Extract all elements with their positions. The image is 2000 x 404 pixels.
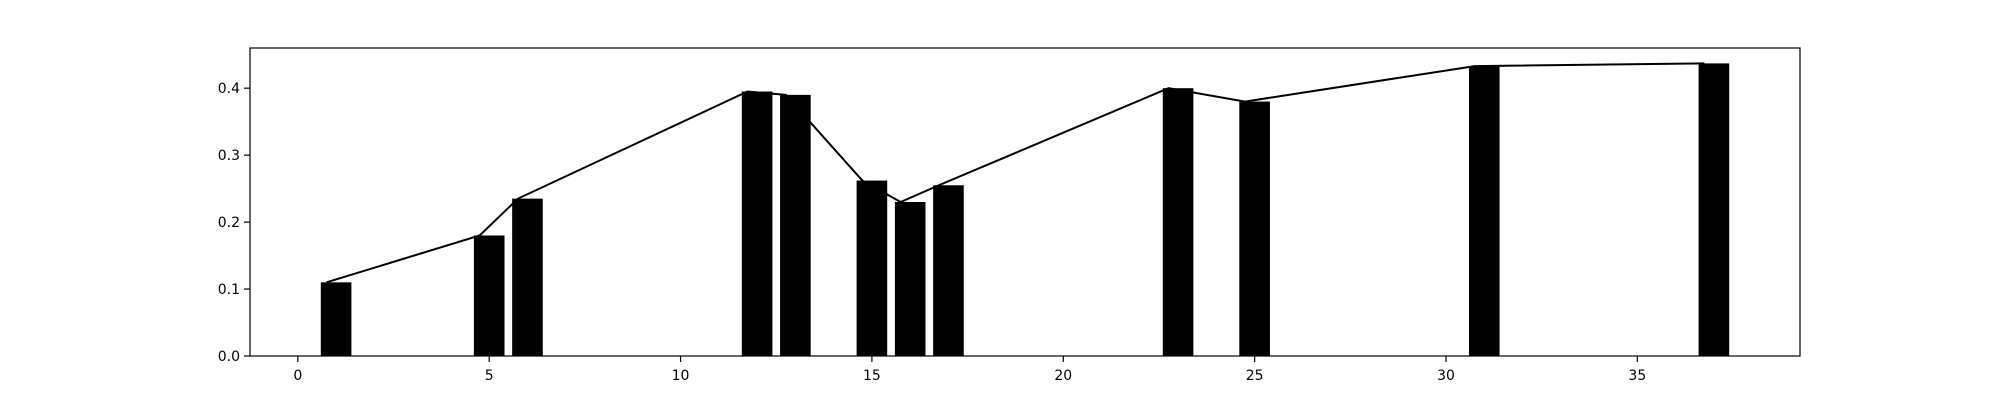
- bar: [321, 282, 352, 356]
- y-tick-label: 0.3: [218, 148, 240, 164]
- bar: [742, 92, 773, 356]
- x-tick-label: 0: [293, 368, 302, 384]
- bar: [1469, 66, 1500, 356]
- y-axis: 0.0 0.1 0.2 0.3 0.4: [218, 81, 250, 365]
- bar: [1239, 102, 1270, 356]
- bar: [857, 181, 888, 356]
- x-tick-label: 25: [1246, 368, 1264, 384]
- x-tick-label: 5: [485, 368, 494, 384]
- bar: [780, 95, 811, 356]
- x-tick-label: 20: [1054, 368, 1072, 384]
- bar: [1699, 63, 1730, 356]
- bar: [1163, 88, 1194, 356]
- plot-area: [250, 48, 1800, 356]
- bar: [512, 199, 543, 356]
- y-tick-label: 0.1: [218, 282, 240, 298]
- y-tick-label: 0.0: [218, 349, 240, 365]
- x-tick-label: 15: [863, 368, 881, 384]
- bar: [933, 185, 964, 356]
- x-tick-label: 10: [672, 368, 690, 384]
- bar: [474, 235, 505, 356]
- x-tick-label: 30: [1437, 368, 1455, 384]
- x-axis: 0 5 10 15 20 25 30 35: [293, 356, 1646, 384]
- y-tick-label: 0.4: [218, 81, 240, 97]
- bar: [895, 202, 926, 356]
- x-tick-label: 35: [1628, 368, 1646, 384]
- y-tick-label: 0.2: [218, 215, 240, 231]
